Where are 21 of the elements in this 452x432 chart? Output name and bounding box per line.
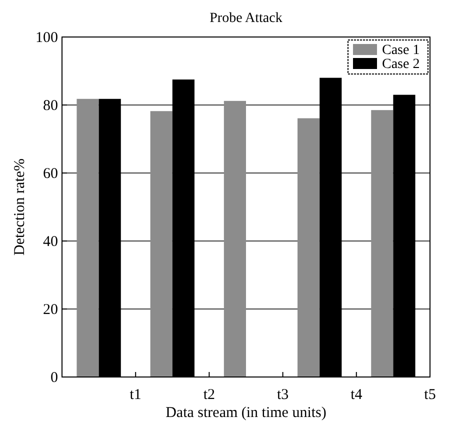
- x-tick-label: t2: [203, 387, 216, 403]
- x-axis-title: Data stream (in time units): [166, 405, 326, 421]
- chart-title: Probe Attack: [210, 11, 282, 26]
- y-axis-title: Detection rate%: [12, 158, 28, 256]
- bar: [224, 100, 246, 377]
- x-tick-label: t5: [424, 387, 436, 403]
- bar: [298, 118, 320, 377]
- y-tick-label: 0: [50, 370, 58, 386]
- y-tick-label: 20: [43, 302, 58, 318]
- bar: [150, 111, 172, 377]
- bar: [76, 98, 99, 377]
- x-tick-label: t3: [276, 387, 289, 403]
- y-tick-label: 100: [36, 30, 58, 46]
- y-tick-label: 60: [43, 166, 58, 182]
- legend-label: Case 1: [382, 43, 420, 58]
- legend-label: Case 2: [382, 57, 420, 72]
- bar: [371, 110, 394, 377]
- x-tick-label: t1: [130, 387, 142, 403]
- y-tick-label: 40: [43, 234, 58, 250]
- y-tick-label: 80: [43, 98, 58, 114]
- x-tick-label: t4: [350, 387, 363, 403]
